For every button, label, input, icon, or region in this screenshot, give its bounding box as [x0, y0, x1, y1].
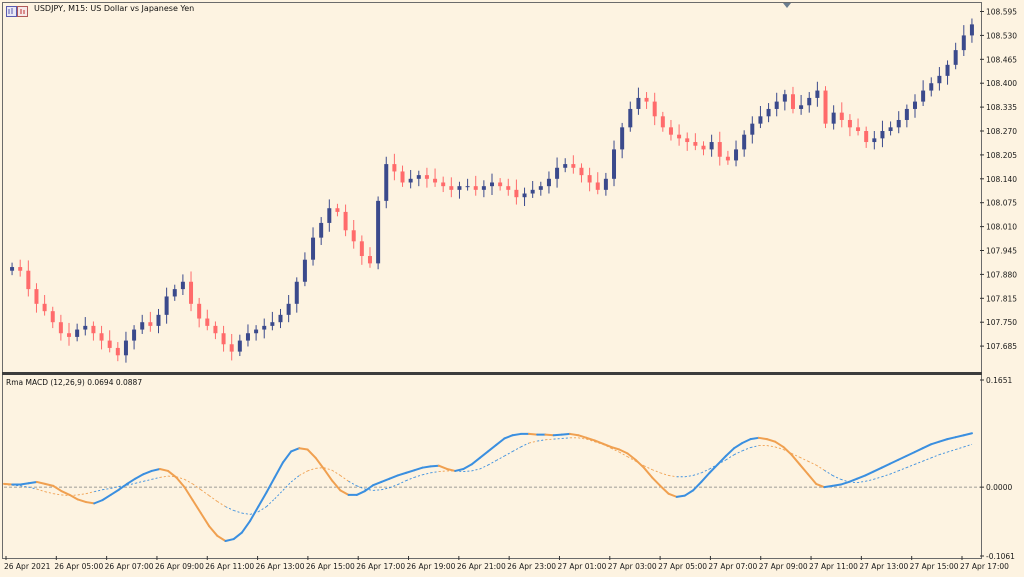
price-tick-label: 108.010 [986, 223, 1017, 232]
price-tick-label: 108.530 [986, 31, 1017, 40]
price-tick-label: 108.335 [986, 103, 1017, 112]
price-tick-label: 108.400 [986, 79, 1017, 88]
price-tick-label: 108.205 [986, 151, 1017, 160]
macd-tick-label: -0.1061 [986, 552, 1015, 561]
time-tick-label: 26 Apr 17:00 [356, 562, 405, 571]
time-tick-label: 26 Apr 19:00 [407, 562, 456, 571]
time-tick-label: 27 Apr 15:00 [910, 562, 959, 571]
pane-divider[interactable] [2, 372, 982, 375]
price-tick-label: 107.685 [986, 342, 1017, 351]
indicator-title: Rma MACD (12,26,9) 0.0694 0.0887 [6, 378, 143, 387]
time-tick-label: 26 Apr 15:00 [306, 562, 355, 571]
time-tick-label: 26 Apr 09:00 [155, 562, 204, 571]
price-tick-label: 108.140 [986, 175, 1017, 184]
price-tick-label: 107.750 [986, 318, 1017, 327]
price-tick-label: 108.075 [986, 199, 1017, 208]
price-tick-label: 108.270 [986, 127, 1017, 136]
time-tick-label: 26 Apr 07:00 [105, 562, 154, 571]
time-tick-label: 26 Apr 05:00 [54, 562, 103, 571]
price-tick-label: 107.815 [986, 294, 1017, 303]
time-tick-label: 27 Apr 07:00 [708, 562, 757, 571]
price-tick-label: 107.880 [986, 270, 1017, 279]
macd-tick-label: 0.1651 [986, 376, 1012, 385]
price-axis: 108.595 108.530 108.465 108.400 108.335 108.2… [980, 8, 1017, 351]
time-tick-label: 27 Apr 09:00 [759, 562, 808, 571]
time-tick-label: 26 Apr 23:00 [507, 562, 556, 571]
chart-title: USDJPY, M15: US Dollar vs Japanese Yen [34, 4, 195, 13]
time-tick-label: 26 Apr 2021 [4, 562, 51, 571]
chart-window-frame[interactable] [2, 2, 982, 559]
price-tick-label: 108.465 [986, 55, 1017, 64]
time-tick-label: 26 Apr 11:00 [205, 562, 254, 571]
time-tick-label: 27 Apr 13:00 [859, 562, 908, 571]
time-tick-label: 26 Apr 21:00 [457, 562, 506, 571]
scroll-marker-icon[interactable] [783, 3, 791, 8]
time-tick-label: 27 Apr 03:00 [608, 562, 657, 571]
time-tick-label: 27 Apr 05:00 [658, 562, 707, 571]
time-tick-label: 27 Apr 01:00 [557, 562, 606, 571]
time-tick-label: 26 Apr 13:00 [256, 562, 305, 571]
price-tick-label: 107.945 [986, 247, 1017, 256]
time-tick-label: 27 Apr 17:00 [960, 562, 1009, 571]
macd-tick-label: 0.0000 [986, 483, 1012, 492]
time-tick-label: 27 Apr 11:00 [809, 562, 858, 571]
chart-window-icon [6, 6, 28, 17]
macd-axis: 0.1651 0.0000 -0.1061 [980, 376, 1015, 561]
price-tick-label: 108.595 [986, 8, 1017, 17]
